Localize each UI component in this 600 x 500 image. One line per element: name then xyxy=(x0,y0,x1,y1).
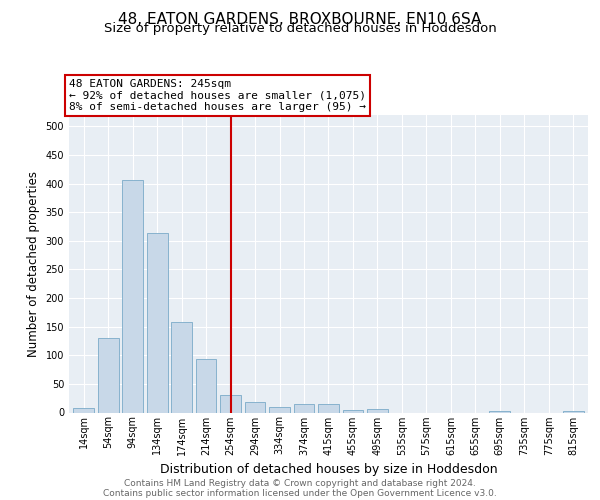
Bar xyxy=(490,411,510,412)
Bar xyxy=(245,402,265,412)
Bar xyxy=(73,408,94,412)
Bar xyxy=(563,411,584,412)
Y-axis label: Number of detached properties: Number of detached properties xyxy=(27,171,40,357)
Bar xyxy=(318,404,339,412)
Bar xyxy=(122,180,143,412)
Bar xyxy=(171,322,192,412)
Text: Contains public sector information licensed under the Open Government Licence v3: Contains public sector information licen… xyxy=(103,488,497,498)
Bar xyxy=(293,404,314,412)
X-axis label: Distribution of detached houses by size in Hoddesdon: Distribution of detached houses by size … xyxy=(160,463,497,476)
Bar xyxy=(343,410,364,412)
Bar xyxy=(147,234,167,412)
Text: Contains HM Land Registry data © Crown copyright and database right 2024.: Contains HM Land Registry data © Crown c… xyxy=(124,478,476,488)
Bar xyxy=(367,409,388,412)
Text: 48 EATON GARDENS: 245sqm
← 92% of detached houses are smaller (1,075)
8% of semi: 48 EATON GARDENS: 245sqm ← 92% of detach… xyxy=(69,79,366,112)
Bar xyxy=(98,338,119,412)
Bar xyxy=(269,408,290,412)
Bar xyxy=(196,360,217,412)
Bar xyxy=(220,396,241,412)
Text: Size of property relative to detached houses in Hoddesdon: Size of property relative to detached ho… xyxy=(104,22,496,35)
Text: 48, EATON GARDENS, BROXBOURNE, EN10 6SA: 48, EATON GARDENS, BROXBOURNE, EN10 6SA xyxy=(118,12,482,28)
